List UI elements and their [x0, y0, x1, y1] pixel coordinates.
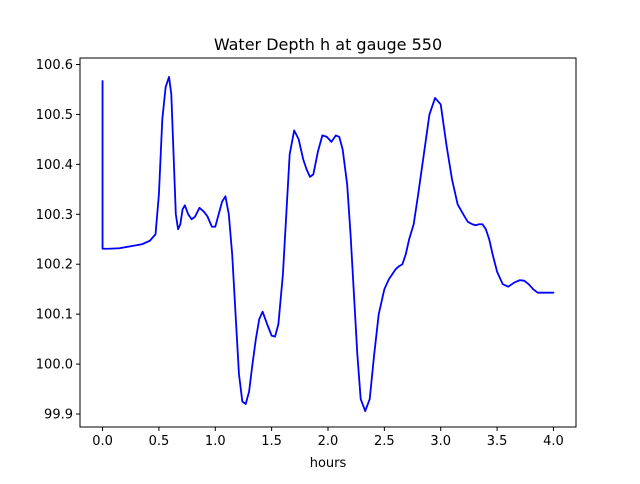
- x-tick-label: 4.0: [543, 434, 564, 449]
- y-tick-label: 99.9: [44, 408, 73, 423]
- x-tick-label: 1.0: [205, 434, 226, 449]
- y-tick-label: 100.0: [36, 358, 73, 373]
- axes-layer: 0.0 0.5 1.0 1.5 2.0 2.5 3.0 3.5 4.0 99.9 100.0 100.…: [36, 57, 577, 449]
- chart-title: Water Depth h at gauge 550: [214, 35, 442, 54]
- y-tick-label: 100.4: [36, 158, 73, 173]
- x-tick-label: 3.5: [487, 434, 508, 449]
- x-tick-label: 2.0: [318, 434, 339, 449]
- x-tick-label: 0.0: [92, 434, 113, 449]
- y-tick-label: 100.3: [36, 208, 73, 223]
- x-tick-label: 1.5: [261, 434, 282, 449]
- y-tick-label: 100.5: [36, 108, 73, 123]
- series-layer: [101, 76, 555, 412]
- y-tick-label: 100.6: [36, 58, 73, 73]
- y-tick-label: 100.2: [36, 258, 73, 273]
- series-line-1: [101, 76, 555, 412]
- y-tick-label: 100.1: [36, 308, 73, 323]
- x-tick-label: 3.0: [430, 434, 451, 449]
- x-axis-label: hours: [310, 456, 347, 471]
- x-tick-label: 2.5: [374, 434, 395, 449]
- x-tick-label: 0.5: [149, 434, 170, 449]
